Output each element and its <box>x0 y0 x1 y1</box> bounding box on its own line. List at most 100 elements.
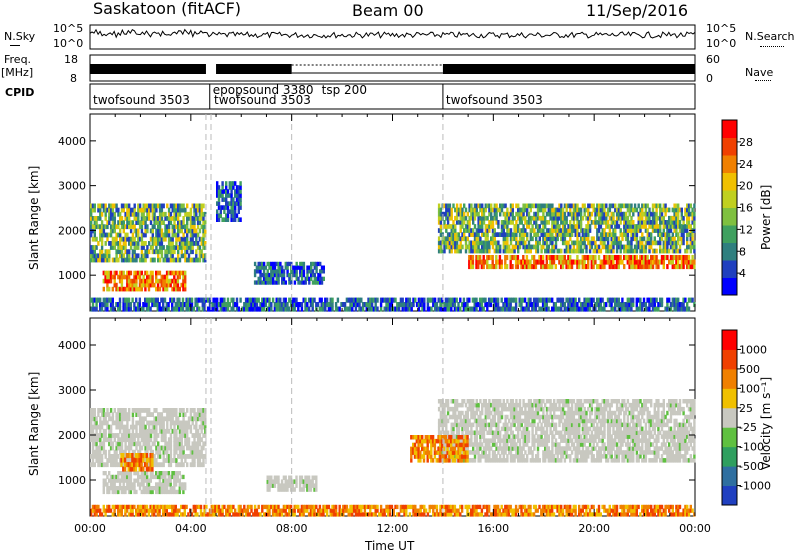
power-cells-cell <box>171 245 174 250</box>
power-cells-cell <box>545 240 549 246</box>
power-cells-cell <box>623 203 626 209</box>
power-cells-cell <box>131 232 135 238</box>
power-cells-cell <box>646 215 649 221</box>
vel-cells-cell <box>129 441 133 447</box>
vel-cells-cell <box>455 418 459 424</box>
power-cells-cell <box>136 306 140 312</box>
power-cells-cell <box>217 302 221 308</box>
power-cells-cell <box>133 257 136 263</box>
vel-cells-cell <box>173 420 176 426</box>
vel-cells-cell <box>468 430 471 435</box>
power-cells-cell <box>574 232 577 237</box>
vel-cells-cell <box>124 437 127 443</box>
power-cells-cell <box>508 232 511 237</box>
vel-cells-cell <box>198 424 202 430</box>
power-cells-cell <box>120 274 124 280</box>
power-cells-cell <box>653 220 656 225</box>
power-cells-cell <box>675 306 678 312</box>
vel-cells-cell <box>93 449 96 455</box>
power-cells-cell <box>579 240 583 246</box>
power-cells-cell <box>313 272 316 278</box>
vel-cells-cell <box>302 487 305 492</box>
vel-cells-cell <box>482 402 486 408</box>
vel-cells-cell <box>486 410 489 416</box>
power-cells-cell <box>300 280 304 285</box>
power-cells-cell <box>529 207 532 213</box>
vel-cells-cell <box>472 399 475 404</box>
power-cells-cell <box>91 236 95 242</box>
power-cells-cell <box>581 236 585 242</box>
vel-cells-cell <box>106 462 109 468</box>
power-cells-cell <box>191 228 194 234</box>
power-cells-cell <box>641 224 644 229</box>
power-cells-cell <box>471 259 475 265</box>
power-cells-cell <box>443 236 446 242</box>
vel-cells-cell <box>495 410 498 416</box>
vel-cells-cell <box>202 454 205 459</box>
vel-cells-cell <box>129 453 132 459</box>
power-cells-cell <box>230 209 233 214</box>
power-cells-cell <box>186 203 189 209</box>
power-cells-cell <box>680 224 683 229</box>
power-cells-cell <box>288 261 291 267</box>
vel-cells-cell <box>123 466 127 472</box>
power-cells-cell <box>423 302 426 308</box>
vel-cells-cell <box>195 449 198 455</box>
power-cells-cell <box>315 276 318 281</box>
power-cells-cell <box>621 302 624 308</box>
vel-cells-cell <box>300 475 304 480</box>
vel-cells-cell <box>298 475 302 480</box>
power-cells-cell <box>520 228 523 233</box>
power-cells-cell <box>529 248 532 254</box>
power-cells-cell <box>651 203 655 209</box>
vel-cells-cell <box>178 471 181 476</box>
power-cells-cell <box>104 302 107 308</box>
vel-cells-cell <box>180 428 183 434</box>
power-cells-cell <box>191 257 194 263</box>
power-cells-cell <box>450 306 453 312</box>
power-cells-cell <box>149 220 153 225</box>
vel-cells-cell <box>109 408 113 413</box>
power-cells-cell <box>567 232 570 237</box>
power-cells-cell <box>655 297 658 303</box>
power-cells-cell <box>626 255 629 261</box>
power-cells-cell <box>219 302 222 308</box>
power-cells-cell <box>567 255 570 261</box>
vel-cells-cell <box>477 418 480 424</box>
power-cells-cell <box>144 224 147 230</box>
power-cells-cell <box>680 215 683 221</box>
power-cells-cell <box>523 264 527 270</box>
vel-cells-cell <box>136 462 139 468</box>
power-cells-cell <box>277 261 280 267</box>
vel-cells-cell <box>191 458 194 463</box>
vel-cells-cell <box>123 457 127 463</box>
power-cells-cell <box>235 213 239 218</box>
vel-cells-cell <box>174 482 178 487</box>
power-cells-cell <box>113 257 116 263</box>
vel-cells-cell <box>486 446 489 451</box>
vel-cells-cell <box>100 424 104 430</box>
power-cells-cell <box>581 302 584 308</box>
vel-cells-cell <box>155 489 158 495</box>
power-cells-cell <box>567 224 570 229</box>
power-cells-cell <box>572 224 576 229</box>
power-cells-cell <box>655 211 658 217</box>
power-cells-cell <box>491 297 494 303</box>
power-cells-cell <box>624 248 628 254</box>
power-cells-cell <box>662 259 665 265</box>
vel-cells-cell <box>186 454 189 459</box>
vel-cells-cell <box>111 482 114 487</box>
power-cells-cell <box>653 203 656 209</box>
power-cells-cell <box>410 306 413 312</box>
power-cells-cell <box>129 286 133 292</box>
power-cells-cell <box>372 297 376 303</box>
freq-band-1 <box>90 64 206 74</box>
vel-cells-cell <box>124 489 127 495</box>
power-cells-cell <box>554 228 558 233</box>
power-cells-cell <box>517 224 520 229</box>
power-cells-cell <box>587 203 590 209</box>
power-cells-cell <box>198 211 202 217</box>
vel-cells-cell <box>459 402 462 408</box>
vel-cells-cell <box>120 441 124 447</box>
vel-cells-cell <box>113 458 116 463</box>
